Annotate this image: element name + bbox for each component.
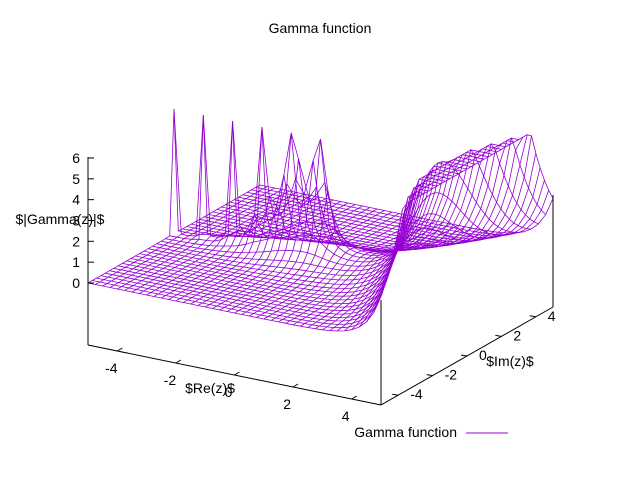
wire-line-y-28	[139, 185, 433, 289]
wire-line-y-5	[238, 135, 532, 242]
wire-line-y-31	[126, 193, 420, 301]
x-ticks: -4 -2 0 2 4	[105, 347, 357, 424]
x-tick-label--2: -2	[164, 372, 177, 388]
y-tick-0	[460, 354, 468, 357]
wire-line-y-35	[109, 209, 403, 315]
x-tick--2	[175, 359, 182, 364]
z-tick-label-1: 1	[72, 254, 80, 270]
wire-line-y-29	[135, 187, 429, 293]
y-tick-label--2: -2	[445, 367, 458, 383]
legend: Gamma function	[354, 424, 508, 440]
y-tick-label-0: 0	[479, 347, 487, 363]
surface-wireframe	[87, 108, 554, 332]
x-tick-2	[292, 383, 299, 388]
y-ticks: -4 -2 0 2 4	[392, 308, 556, 402]
axis-box	[87, 157, 554, 406]
wire-line-y-3	[247, 167, 541, 239]
z-tick-label-0: 0	[72, 275, 80, 291]
wire-line-y-2	[251, 180, 545, 237]
x-tick-label-0: 0	[225, 384, 233, 400]
wire-line-y-30	[130, 191, 425, 297]
wire-line-y-32	[122, 196, 416, 305]
wire-line-y-11	[212, 143, 506, 249]
y-tick-label-4: 4	[548, 308, 556, 324]
wire-line-y-9	[221, 140, 515, 247]
wire-line-y-7	[229, 136, 524, 244]
z-tick-label-4: 4	[72, 192, 80, 208]
x-axis-label: $Re(z)$	[185, 380, 235, 396]
wire-line-y-6	[234, 134, 528, 243]
y-tick-4	[529, 315, 536, 318]
wire-line-y-34	[113, 203, 408, 312]
wire-line-y-27	[143, 182, 437, 285]
x-tick-0	[234, 371, 240, 376]
wire-line-y-37	[100, 251, 395, 322]
wire-line-y-17	[186, 156, 480, 253]
y-tick--4	[392, 393, 399, 396]
wire-line-y-22	[165, 168, 459, 263]
z-ticks: 0 1 2 3 4 5 6	[72, 150, 94, 291]
wire-line-y-40	[87, 282, 382, 332]
chart-title: Gamma function	[269, 20, 372, 36]
wire-line-y-19	[178, 161, 472, 254]
x-tick-4	[351, 395, 357, 400]
x-tick--4	[117, 347, 123, 352]
y-tick--2	[426, 374, 433, 377]
x-tick-label-4: 4	[342, 408, 350, 424]
wire-line-y-12	[208, 145, 502, 250]
wire-line-y-23	[161, 171, 455, 267]
wire-line-y-33	[118, 200, 412, 308]
wire-line-y-39	[92, 280, 386, 329]
y-tick-label--4: -4	[410, 386, 423, 402]
z-axis-label: $|Gamma(z)|$	[16, 211, 105, 227]
y-axis-label: $Im(z)$	[486, 353, 534, 369]
y-tick-2	[495, 334, 502, 337]
x-tick-label--4: -4	[105, 360, 118, 376]
x-tick-label-2: 2	[283, 396, 291, 412]
z-tick-label-2: 2	[72, 233, 80, 249]
z-tick-label-6: 6	[72, 150, 80, 166]
z-tick-label-3: 3	[72, 213, 80, 229]
y-tick-label-2: 2	[513, 327, 521, 343]
wire-line-y-38	[96, 268, 390, 325]
wire-line-y-36	[105, 231, 399, 319]
wire-line-y-16	[191, 154, 485, 252]
wire-line-y-20	[173, 108, 468, 256]
wire-line-y-21	[169, 166, 463, 259]
z-tick-label-5: 5	[72, 171, 80, 187]
legend-label: Gamma function	[354, 424, 457, 440]
